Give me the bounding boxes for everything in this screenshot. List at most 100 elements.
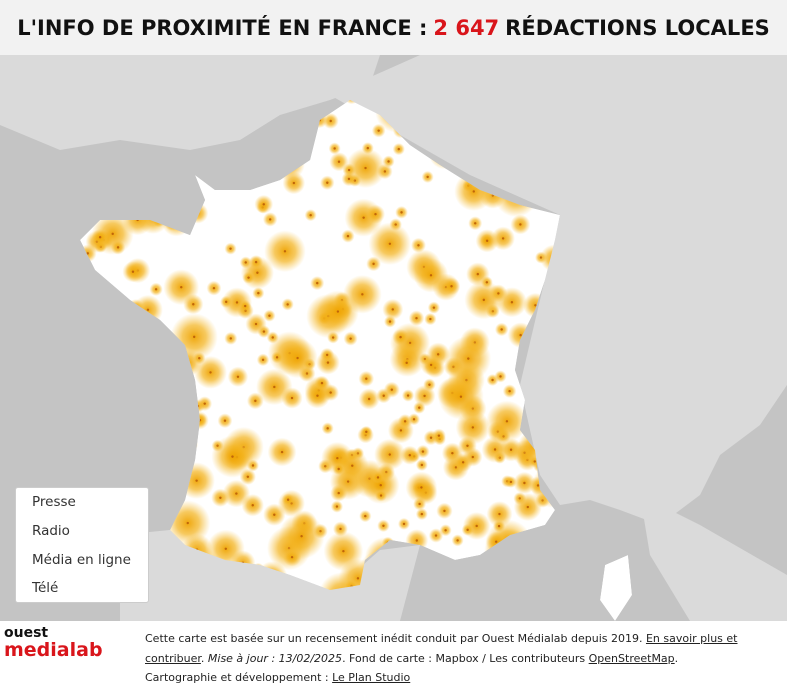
dot (254, 399, 257, 403)
dot (349, 337, 352, 340)
neighbours (330, 55, 787, 525)
dot (86, 252, 89, 255)
dot (235, 492, 238, 495)
dot (437, 434, 441, 437)
legend-item[interactable]: Télé (32, 580, 59, 596)
dot (402, 522, 406, 526)
logo: ouest medialab (4, 626, 103, 661)
dot (326, 361, 330, 364)
link[interactable]: OpenStreetMap (588, 651, 675, 665)
header: L'INFO DE PROXIMITÉ EN FRANCE : 2 647 RÉ… (0, 0, 787, 55)
text: . (674, 651, 679, 665)
dot (235, 301, 239, 304)
dot (186, 521, 189, 525)
legend-item[interactable]: Presse (32, 494, 76, 510)
dot (382, 524, 385, 528)
dot (456, 539, 459, 542)
link[interactable]: En savoir plus et contribuer (145, 632, 738, 665)
legend-item[interactable]: Radio (32, 523, 70, 539)
dot (309, 213, 312, 217)
dot (444, 529, 447, 532)
logo-bottom: medialab (4, 639, 103, 661)
dot (420, 486, 423, 489)
dot (428, 383, 431, 386)
dot (523, 481, 526, 485)
dot (388, 453, 391, 456)
dot (364, 514, 367, 518)
dot (421, 450, 425, 453)
text: Cartographie et développement : (145, 671, 333, 684)
dot (273, 513, 276, 516)
dot (195, 479, 198, 482)
dot (273, 385, 276, 389)
dot (229, 337, 232, 340)
dot (254, 260, 258, 264)
dot (337, 491, 340, 495)
dot (262, 330, 266, 333)
dot (499, 375, 502, 378)
dot (443, 509, 446, 513)
dot (493, 448, 497, 451)
dot (251, 504, 254, 507)
dot (342, 549, 345, 553)
dot (474, 222, 477, 225)
dot (198, 357, 201, 360)
dot (526, 505, 529, 509)
dot (280, 450, 284, 454)
dot (509, 480, 513, 484)
dot (472, 190, 475, 193)
dot (326, 181, 329, 184)
dot (224, 300, 228, 304)
dot (405, 361, 408, 365)
dot (377, 129, 380, 132)
dot (508, 389, 511, 393)
dot (382, 394, 385, 397)
dot (316, 281, 319, 285)
dot (243, 304, 247, 308)
dot (146, 308, 150, 312)
dot (254, 322, 258, 326)
dot (536, 484, 540, 487)
dot (475, 524, 478, 528)
dot (459, 395, 463, 398)
dot (450, 285, 453, 288)
dot (397, 147, 400, 151)
dot (247, 276, 250, 279)
dot (466, 444, 469, 447)
link[interactable]: Le Plan Studio (332, 671, 411, 684)
dot (347, 177, 351, 181)
dot (192, 335, 196, 339)
dot (372, 262, 375, 266)
dot (262, 203, 265, 206)
dot (497, 524, 501, 528)
dot (408, 454, 412, 457)
dot (519, 223, 522, 226)
dot (290, 396, 294, 400)
dot (366, 146, 370, 150)
dot (505, 420, 509, 423)
dot (335, 505, 339, 508)
dot (320, 381, 324, 385)
dot (494, 540, 498, 543)
dot (429, 317, 432, 321)
dot (316, 394, 319, 397)
footer-text: Cette carte est basée sur un recensement… (145, 629, 765, 688)
dot (236, 375, 240, 378)
dot (212, 286, 216, 290)
dot (283, 250, 287, 253)
text: . (200, 651, 208, 665)
dot (485, 239, 489, 243)
dot (534, 304, 537, 307)
dot (388, 242, 392, 245)
legend-item[interactable]: Média en ligne (32, 552, 131, 568)
dot (387, 160, 390, 163)
dot (203, 402, 206, 405)
dot (131, 270, 135, 273)
dot (329, 119, 332, 123)
dot (436, 353, 440, 356)
dot (292, 181, 296, 185)
dot (406, 394, 410, 397)
map[interactable] (0, 55, 787, 621)
dot (329, 391, 332, 394)
dot (367, 397, 371, 401)
